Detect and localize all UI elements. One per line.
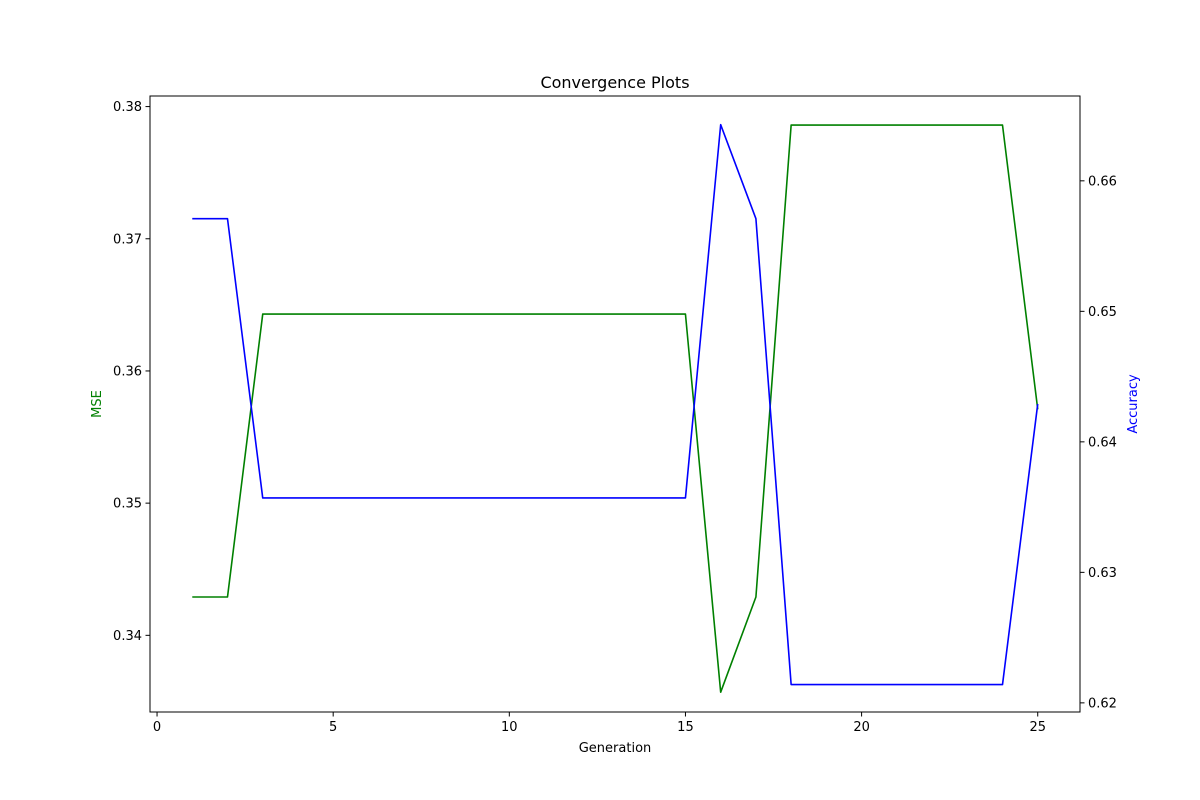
x-axis-label: Generation	[579, 741, 652, 756]
y-axis-label-left: MSE	[90, 390, 105, 418]
series-mse	[192, 124, 1039, 693]
x-tick-label: 15	[677, 720, 694, 735]
x-axis: 0 5 10 15 20 25	[153, 712, 1046, 735]
plot-frame	[149, 95, 1081, 713]
x-tick-label: 10	[501, 720, 518, 735]
series-accuracy	[192, 123, 1039, 686]
x-tick-label: 0	[153, 720, 161, 735]
y-right-tick-label: 0.63	[1088, 566, 1117, 581]
y-left-tick-label: 0.35	[113, 497, 142, 512]
y-left-tick-label: 0.37	[113, 232, 142, 247]
y-axis-right: 0.62 0.63 0.64 0.65 0.66	[1080, 174, 1117, 711]
x-tick-label: 20	[853, 720, 870, 735]
y-right-tick-label: 0.65	[1088, 305, 1117, 320]
y-right-tick-label: 0.64	[1088, 435, 1117, 450]
x-tick-label: 5	[329, 720, 337, 735]
series-layer	[192, 123, 1039, 693]
y-left-tick-label: 0.38	[113, 100, 142, 115]
chart-title: Convergence Plots	[540, 73, 689, 92]
y-left-tick-label: 0.34	[113, 629, 142, 644]
x-tick-label: 25	[1029, 720, 1046, 735]
y-left-tick-label: 0.36	[113, 364, 142, 379]
y-axis-label-right: Accuracy	[1126, 374, 1141, 434]
y-right-tick-label: 0.66	[1088, 174, 1117, 189]
y-axis-left: 0.34 0.35 0.36 0.37 0.38	[113, 100, 150, 644]
y-right-tick-label: 0.62	[1088, 696, 1117, 711]
